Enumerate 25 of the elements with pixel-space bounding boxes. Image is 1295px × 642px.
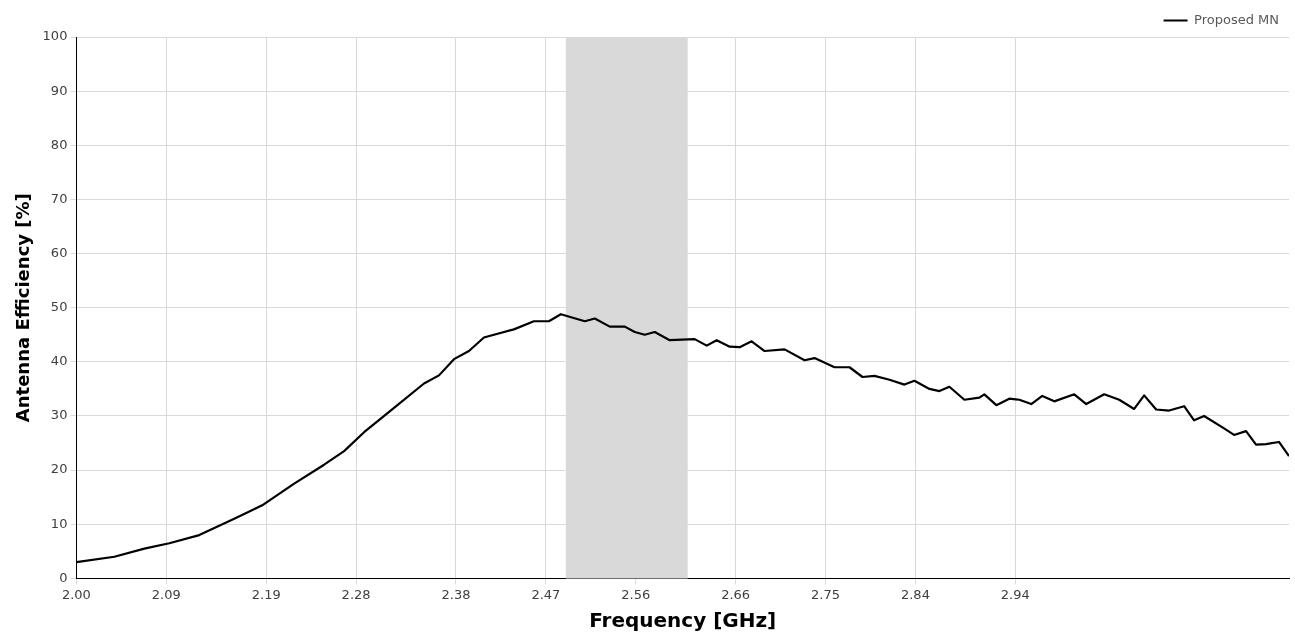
- y-tick-label: 100: [42, 28, 68, 44]
- x-tick-label: 2.66: [721, 586, 751, 602]
- x-tick-label: 2.94: [1000, 586, 1030, 602]
- x-axis-title: Frequency [GHz]: [589, 608, 777, 633]
- x-tick-label: 2.19: [251, 586, 281, 602]
- y-tick-label: 80: [50, 136, 68, 152]
- y-tick-label: 60: [50, 244, 68, 260]
- legend-label: Proposed MN: [1194, 11, 1280, 27]
- x-tick-label: 2.56: [621, 586, 651, 602]
- x-tick-label: 2.75: [811, 586, 841, 602]
- y-tick-label: 30: [50, 407, 68, 423]
- y-tick-label: 20: [50, 461, 68, 477]
- x-tick-label: 2.28: [341, 586, 371, 602]
- x-tick-label: 2.38: [441, 586, 471, 602]
- x-tick-label: 2.00: [61, 586, 91, 602]
- y-tick-label: 70: [50, 190, 68, 206]
- x-tick-label: 2.09: [151, 586, 181, 602]
- y-tick-label: 40: [50, 353, 68, 369]
- y-tick-label: 10: [50, 515, 68, 531]
- x-tick-label: 2.84: [900, 586, 930, 602]
- x-tick-label: 2.47: [531, 586, 561, 602]
- y-tick-label: 90: [50, 82, 68, 98]
- y-tick-label: 50: [50, 299, 68, 315]
- y-axis-title: Antenna Efficiency [%]: [12, 193, 34, 423]
- y-tick-label: 0: [59, 569, 68, 585]
